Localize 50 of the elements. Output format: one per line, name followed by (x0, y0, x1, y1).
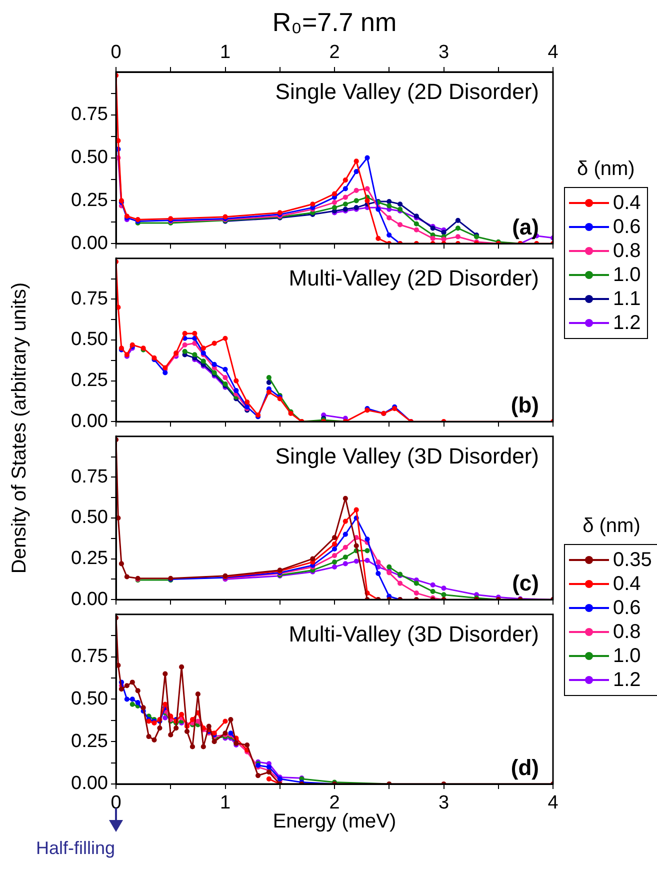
legend-label: 1.1 (613, 288, 641, 310)
x2-tick-label: 4 (548, 42, 559, 63)
legend-label: 0.35 (613, 548, 652, 572)
y-tick-label: 0.75 (71, 104, 108, 126)
y-tick-label: 0.50 (71, 688, 108, 710)
x2-tick-label: 1 (220, 42, 231, 63)
chart-title: R₀=7.7 nm (272, 7, 397, 38)
legend-label: 0.6 (613, 596, 641, 620)
x2-tick-label: 2 (329, 42, 340, 63)
y-tick-label: 0.00 (71, 410, 108, 432)
legend-label: 0.4 (613, 192, 641, 214)
annotation: (b) (510, 392, 539, 418)
y-tick-label: 0.50 (71, 147, 108, 168)
y-tick-label: 0.50 (71, 507, 108, 528)
x-tick-label: 0 (110, 792, 122, 814)
x-tick-label: 1 (220, 792, 231, 814)
x2-tick-label: 3 (438, 42, 450, 63)
chart-subtitle: Single Valley (2D Disorder) (275, 79, 539, 104)
x-tick-label: 4 (548, 792, 559, 814)
x-tick-label: 3 (438, 792, 450, 814)
chart-subtitle: Multi-Valley (3D Disorder) (288, 621, 539, 646)
text: Half-filling (36, 838, 116, 859)
legend-label: 0.8 (613, 620, 641, 644)
legend-label: 1.2 (613, 668, 641, 692)
legend-label: 1.0 (613, 644, 641, 668)
legend-label: 1.2 (613, 312, 641, 334)
legend-label: 0.6 (613, 216, 641, 238)
legend-title: δ (nm) (576, 158, 636, 181)
y-tick-label: 0.50 (71, 329, 108, 350)
y-tick-label: 0.25 (71, 190, 108, 211)
y-tick-label: 0.00 (71, 232, 108, 254)
y-tick-label: 0.75 (71, 466, 108, 488)
annotation: (c) (512, 570, 539, 596)
annotation: (d) (510, 755, 539, 780)
y-tick-label: 0.25 (71, 548, 108, 570)
legend-label: 0.8 (613, 240, 641, 262)
y-tick-label: 0.25 (71, 370, 108, 392)
chart-subtitle: Multi-Valley (2D Disorder) (288, 265, 539, 290)
legend-label: 1.0 (613, 264, 641, 286)
y-tick-label: 0.00 (71, 588, 108, 610)
y-tick-label: 0.00 (71, 773, 108, 794)
x2-tick-label: 0 (110, 42, 122, 63)
legend-title: δ (nm) (582, 515, 642, 538)
y-tick-label: 0.75 (71, 646, 108, 668)
annotation: (a) (512, 214, 539, 240)
y-tick-label: 0.25 (71, 730, 108, 752)
legend-label: 0.4 (613, 572, 641, 596)
chart-subtitle: Single Valley (3D Disorder) (275, 443, 539, 468)
y-tick-label: 0.75 (71, 288, 108, 310)
y-axis-title: Density of States (arbitrary units) (8, 282, 32, 574)
